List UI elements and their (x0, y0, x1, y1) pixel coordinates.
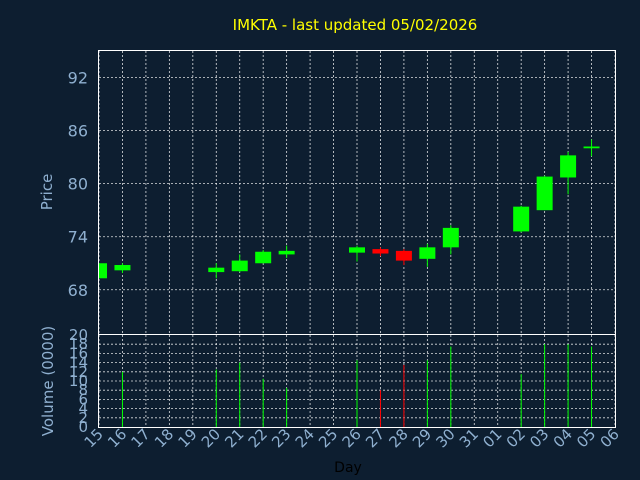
candle-27 (372, 247, 389, 257)
candle-body (419, 247, 436, 259)
candle-body (536, 176, 553, 211)
volume-tick-label: 14 (69, 354, 88, 372)
candle-body (231, 260, 248, 272)
x-tick-label: 28 (386, 425, 412, 451)
candle-body (208, 267, 225, 273)
x-tick-label: 27 (362, 425, 388, 451)
price-tick-label: 92 (68, 69, 88, 88)
candle-22 (255, 249, 272, 264)
candle-body (560, 155, 577, 178)
x-tick-label: 26 (339, 425, 365, 451)
x-tick-label: 19 (174, 425, 200, 451)
volume-tick-label: 2 (78, 409, 88, 427)
price-tick-label: 80 (68, 175, 88, 194)
candle-15 (98, 263, 107, 279)
candle-05 (583, 139, 600, 157)
candle-body (442, 227, 459, 248)
candle-body (349, 247, 365, 253)
price-tick-label: 68 (68, 281, 88, 300)
volume-tick-label: 4 (78, 400, 88, 418)
x-tick-label: 22 (245, 425, 271, 451)
x-tick-label: 03 (526, 425, 552, 451)
price-grid (98, 51, 616, 334)
volume-tick-label: 10 (69, 372, 88, 390)
x-tick-label: 23 (268, 425, 294, 451)
volume-tick-label: 12 (69, 363, 88, 381)
x-tick-label: 05 (573, 425, 599, 451)
candle-02 (513, 205, 530, 233)
volume-tick-label: 16 (69, 344, 88, 362)
candle-30 (442, 225, 459, 255)
x-tick-label: 24 (292, 425, 318, 451)
candle-29 (419, 243, 436, 267)
volume-tick-label: 0 (78, 418, 88, 436)
x-tick-label: 20 (198, 425, 224, 451)
volume-tick-label: 20 (69, 326, 88, 344)
price-y-ticks: 68 74 80 86 92 (68, 69, 88, 300)
volume-bars (121, 344, 593, 427)
candles (98, 139, 600, 279)
x-tick-label: 31 (456, 425, 482, 451)
x-tick-label: 17 (128, 425, 154, 451)
candle-04 (560, 151, 577, 195)
candle-body (372, 249, 389, 254)
x-tick-label: 01 (479, 425, 505, 451)
candle-body (513, 206, 530, 232)
x-tick-label: 30 (432, 425, 458, 451)
volume-axis-label: Volume (0000) (39, 326, 57, 436)
volume-tick-label: 6 (78, 390, 88, 408)
volume-panel-frame (98, 334, 616, 428)
price-axis-label: Price (38, 174, 56, 211)
x-tick-label: 25 (315, 425, 341, 451)
x-tick-label: 16 (104, 425, 130, 451)
volume-tick-label: 8 (78, 381, 88, 399)
x-tick-label: 21 (221, 425, 247, 451)
candle-26 (349, 245, 365, 262)
x-ticks: 1516171819202122232425262728293031010203… (81, 425, 623, 451)
volume-tick-label: 18 (69, 335, 88, 353)
candle-16 (114, 263, 131, 273)
x-tick-label: 18 (151, 425, 177, 451)
x-tick-label: 06 (597, 425, 623, 451)
price-tick-label: 74 (68, 228, 88, 247)
x-axis-label: Day (334, 460, 362, 476)
candle-03 (536, 175, 553, 211)
candle-body (583, 146, 600, 149)
candle-20 (208, 263, 225, 279)
candle-23 (278, 245, 295, 258)
candle-body (255, 251, 272, 264)
candle-21 (231, 254, 248, 273)
candle-28 (395, 249, 412, 266)
candle-body (278, 250, 295, 255)
chart-title: IMKTA - last updated 05/02/2026 (233, 16, 478, 34)
x-tick-label: 02 (503, 425, 529, 451)
candle-body (395, 250, 412, 261)
x-tick-label: 04 (550, 425, 576, 451)
candle-body (99, 263, 107, 279)
candle-body (114, 265, 131, 271)
price-tick-label: 86 (68, 122, 88, 141)
x-tick-label: 29 (409, 425, 435, 451)
